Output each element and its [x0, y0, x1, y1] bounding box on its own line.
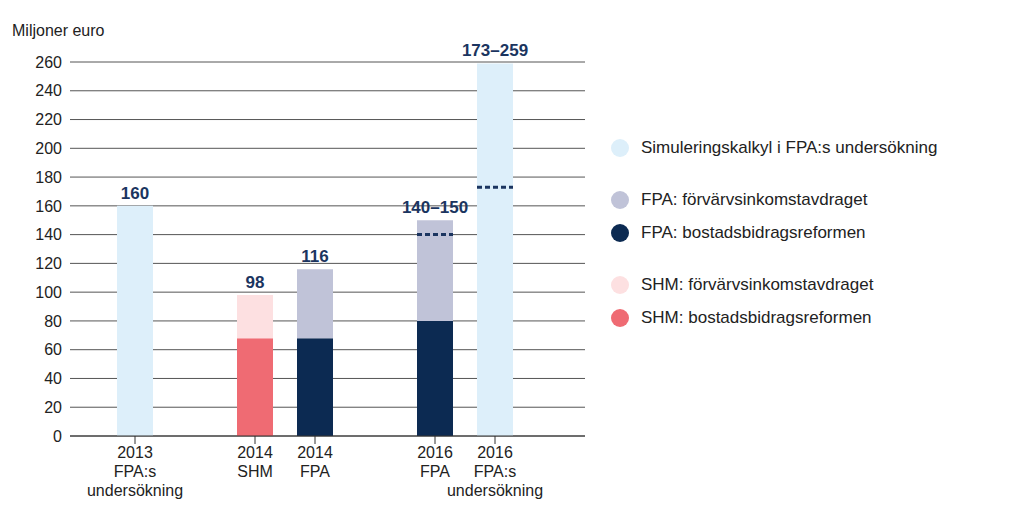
svg-text:140–150: 140–150 — [402, 198, 468, 217]
html-text:SHM: förvärvsinkomstavdraget: SHM: förvärvsinkomstavdraget — [641, 275, 874, 294]
svg-text:2016FPA:sundersökning: 2016FPA:sundersökning — [447, 444, 543, 499]
html-text:FPA: förvärvsinkomstavdraget: FPA: förvärvsinkomstavdraget — [641, 190, 868, 209]
svg-text:140: 140 — [35, 226, 62, 243]
svg-text:0: 0 — [53, 428, 62, 445]
svg-text:2014SHM: 2014SHM — [237, 444, 273, 480]
svg-text:160: 160 — [35, 198, 62, 215]
svg-text:120: 120 — [35, 255, 62, 272]
svg-text:2014FPA: 2014FPA — [297, 444, 333, 480]
svg-text:160: 160 — [121, 184, 149, 203]
html-text:SHM: bostadsbidragsreformen: SHM: bostadsbidragsreformen — [641, 308, 872, 327]
svg-text:100: 100 — [35, 284, 62, 301]
svg-text:116: 116 — [301, 247, 328, 266]
svg-text:180: 180 — [35, 169, 62, 186]
svg-text:80: 80 — [44, 313, 62, 330]
svg-text:20: 20 — [44, 399, 62, 416]
html-text:FPA: bostadsbidragsreformen: FPA: bostadsbidragsreformen — [641, 223, 866, 242]
svg-text:220: 220 — [35, 111, 62, 128]
svg-text:260: 260 — [35, 54, 62, 71]
svg-text:173–259: 173–259 — [462, 41, 528, 60]
svg-text:240: 240 — [35, 82, 62, 99]
svg-text:40: 40 — [44, 370, 62, 387]
svg-text:60: 60 — [44, 341, 62, 358]
svg-text:2016FPA: 2016FPA — [417, 444, 453, 480]
svg-text:2013FPA:sundersökning: 2013FPA:sundersökning — [87, 444, 183, 499]
html-text:Miljoner euro: Miljoner euro — [12, 22, 105, 39]
html-text:Simuleringskalkyl i FPA:s unde: Simuleringskalkyl i FPA:s undersökning — [641, 138, 938, 157]
svg-text:98: 98 — [246, 273, 265, 292]
svg-text:200: 200 — [35, 140, 62, 157]
